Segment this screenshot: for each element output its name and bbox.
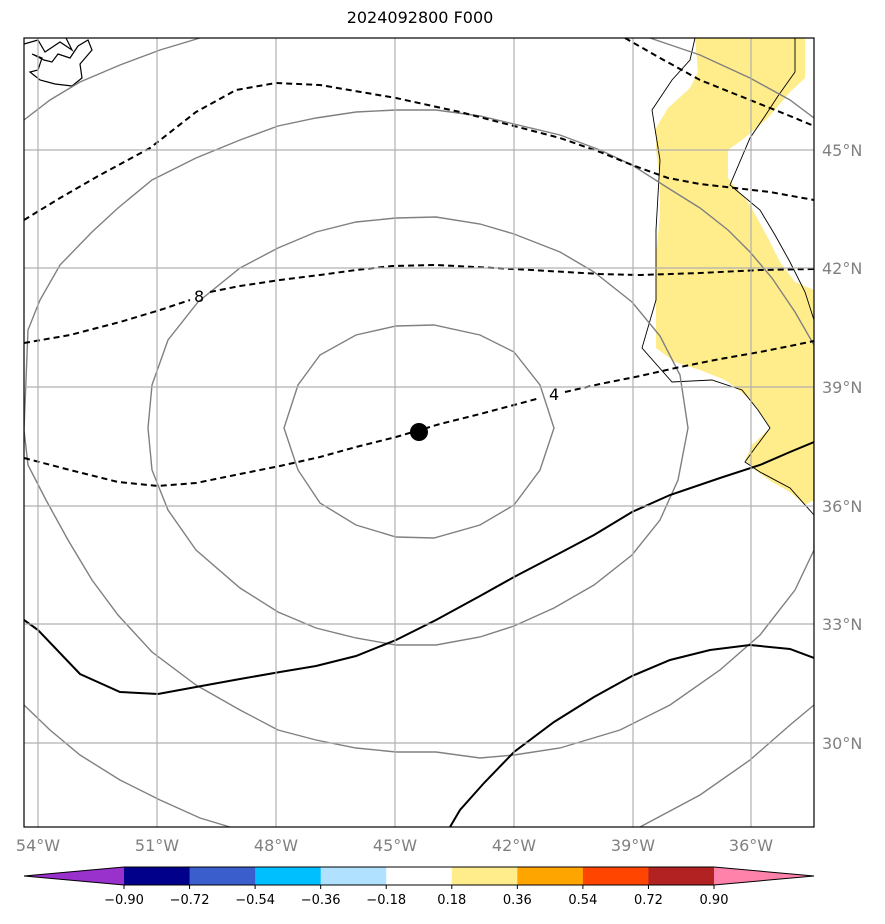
lon-label: 42°W	[492, 836, 536, 855]
contour-dashed	[24, 81, 814, 221]
contour-dashed	[624, 38, 814, 127]
lon-label: 54°W	[16, 836, 60, 855]
contour-dashed	[24, 263, 814, 344]
gridlines	[24, 38, 814, 827]
colorbar-segment	[451, 867, 518, 885]
contour-label: 4	[549, 385, 559, 404]
colorbar-tick-label: 0.36	[503, 893, 532, 908]
colorbar-tick-label: 0.54	[568, 893, 597, 908]
colorbar-tick-label: −0.72	[170, 893, 210, 908]
lat-label: 30°N	[822, 734, 862, 753]
colorbar-extend-low	[24, 867, 124, 885]
coastline	[729, 38, 814, 321]
anomaly-fill-region	[656, 38, 814, 505]
lon-label: 48°W	[254, 836, 298, 855]
contour-label: 8	[194, 287, 204, 306]
contour-grey	[24, 109, 814, 759]
coastline	[24, 38, 93, 87]
colorbar: −0.90 −0.72 −0.54 −0.36 −0.18 0.18 0.36 0.54 0.7…	[23, 866, 815, 908]
colorbar-tick-label: 0.90	[700, 893, 729, 908]
contour-solid	[24, 441, 814, 696]
lat-label: 39°N	[822, 378, 862, 397]
colorbar-segment	[124, 867, 191, 885]
colorbar-segment	[255, 867, 322, 885]
colorbar-segment	[582, 867, 649, 885]
colorbar-segment	[189, 867, 256, 885]
contour-grey	[639, 704, 814, 827]
colorbar-tick-label: −0.18	[366, 893, 406, 908]
lat-label: 36°N	[822, 497, 862, 516]
storm-center-marker	[410, 423, 428, 441]
lat-label: 45°N	[822, 141, 862, 160]
contour-solid	[449, 643, 814, 827]
colorbar-segment	[648, 867, 715, 885]
contour-grey	[147, 216, 689, 646]
coastline	[641, 38, 814, 516]
colorbar-tick-label: 0.72	[634, 893, 663, 908]
lon-label: 51°W	[135, 836, 179, 855]
colorbar-tick-label: 0.18	[437, 893, 466, 908]
colorbar-tick-label: −0.54	[235, 893, 275, 908]
contour-grey	[24, 704, 231, 827]
colorbar-segment	[517, 867, 584, 885]
map-area: 8 4	[24, 38, 814, 827]
map-title: 2024092800 F000	[346, 8, 494, 27]
lon-label: 36°W	[729, 836, 773, 855]
lon-label: 45°W	[373, 836, 417, 855]
map-frame	[23, 37, 815, 828]
colorbar-extend-high	[714, 867, 814, 885]
contour-grey	[649, 38, 814, 119]
contour-dashed	[24, 340, 814, 488]
contour-grey	[24, 38, 201, 121]
colorbar-segment	[320, 867, 387, 885]
colorbar-tick-label: −0.90	[104, 893, 144, 908]
lon-label: 39°W	[611, 836, 655, 855]
lat-label: 33°N	[822, 615, 862, 634]
colorbar-segment	[386, 867, 453, 885]
lat-label: 42°N	[822, 259, 862, 278]
colorbar-tick-label: −0.36	[301, 893, 341, 908]
